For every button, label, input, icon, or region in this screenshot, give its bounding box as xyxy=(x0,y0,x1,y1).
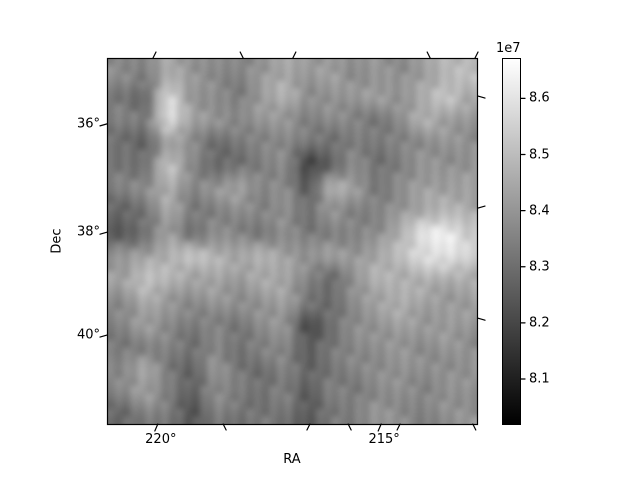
y-tick-label: 36° xyxy=(76,116,100,132)
colorbar-tick-label: 8.3 xyxy=(529,259,550,275)
tick-mark xyxy=(477,95,486,99)
tick-mark xyxy=(472,423,477,431)
colorbar-tick-label: 8.6 xyxy=(529,90,550,106)
y-axis-label: Dec xyxy=(49,228,65,254)
x-tick-label: 215° xyxy=(368,432,400,447)
tick-mark xyxy=(377,423,382,432)
tick-mark xyxy=(306,423,311,431)
x-tick-label: 220° xyxy=(145,432,177,447)
colorbar-tick-label: 8.1 xyxy=(529,371,550,387)
colorbar-gradient xyxy=(502,58,521,425)
tick-mark xyxy=(477,205,486,209)
tick-mark xyxy=(154,423,159,432)
colorbar-tick-label: 8.4 xyxy=(529,203,550,219)
tick-mark xyxy=(99,231,108,235)
tick-mark xyxy=(477,317,486,321)
tick-mark xyxy=(347,423,352,431)
colorbar-offset-label: 1e7 xyxy=(496,41,521,56)
x-axis-label: RA xyxy=(283,452,301,467)
tick-mark xyxy=(396,423,401,431)
y-tick-label: 40° xyxy=(76,327,100,343)
tick-mark xyxy=(222,423,227,431)
colorbar-tick-label: 8.2 xyxy=(529,315,550,331)
heatmap-image xyxy=(107,58,478,424)
tick-mark xyxy=(99,334,108,338)
y-tick-label: 38° xyxy=(76,224,100,240)
tick-mark xyxy=(99,123,108,127)
colorbar-tick-label: 8.5 xyxy=(529,147,550,163)
